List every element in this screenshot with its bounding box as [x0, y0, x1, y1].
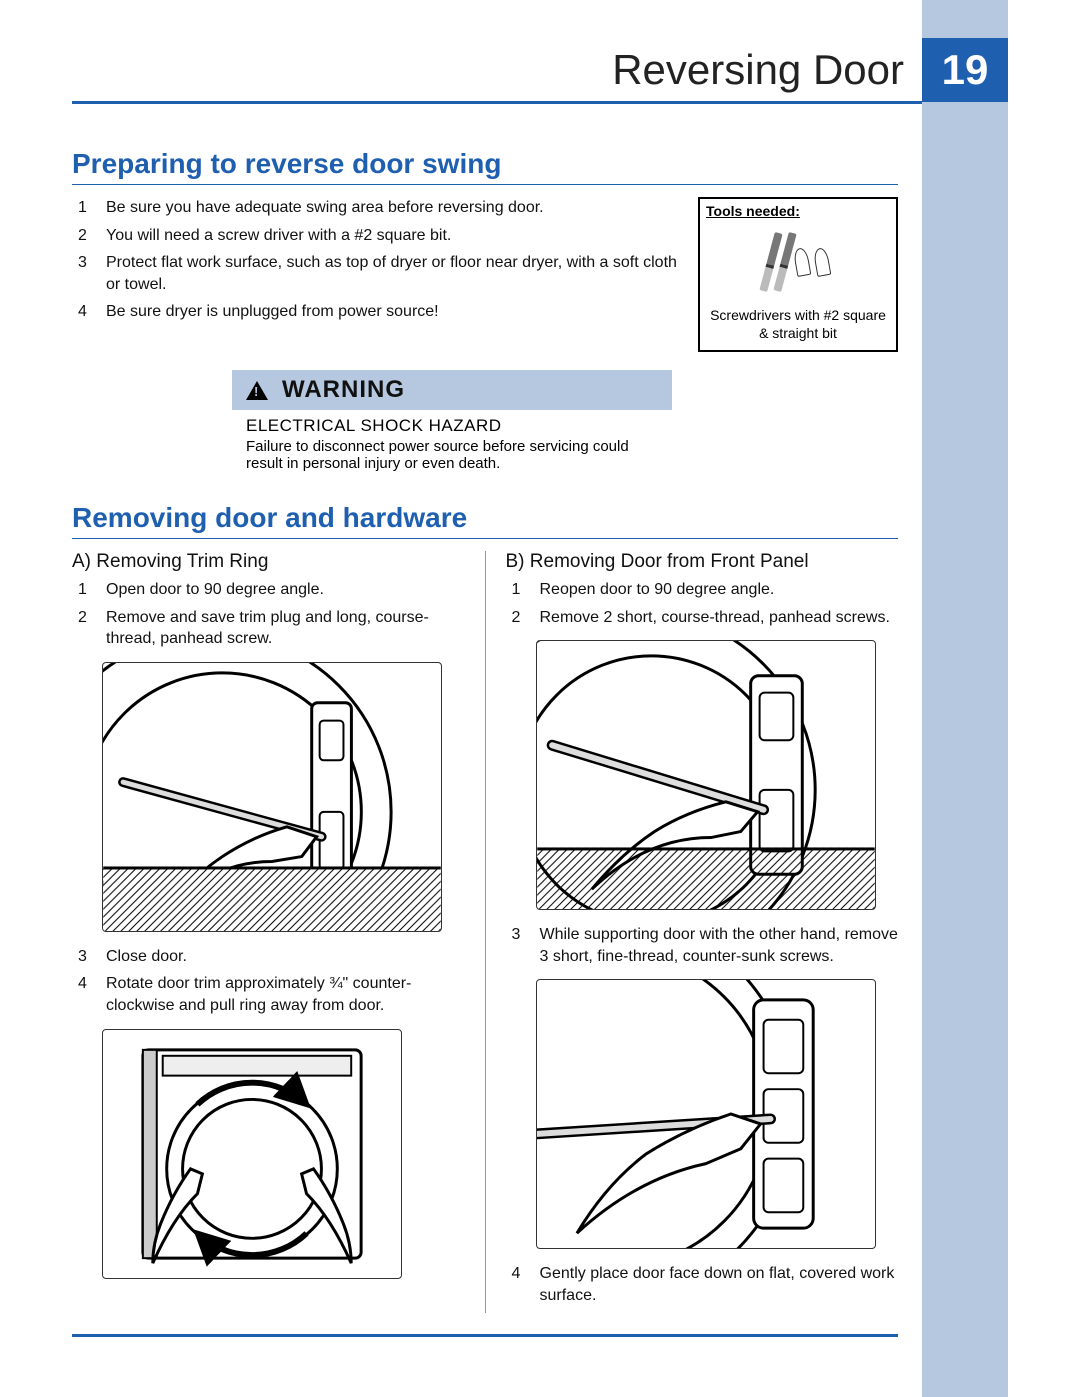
column-divider: [485, 551, 486, 1313]
warning-triangle-icon: [246, 381, 268, 400]
warning-header: WARNING: [232, 370, 672, 410]
col-b-heading: B) Removing Door from Front Panel: [506, 551, 899, 573]
tools-caption: Screwdrivers with #2 square & straight b…: [700, 303, 896, 350]
page-title: Reversing Door: [612, 46, 922, 94]
col-b-steps-1: 1Reopen door to 90 degree angle. 2Remove…: [506, 579, 899, 628]
illustration-rotate-trim: [102, 1029, 402, 1279]
list-item: 4Be sure dryer is unplugged from power s…: [102, 301, 678, 323]
page-content: Preparing to reverse door swing 1Be sure…: [72, 148, 898, 1313]
list-item: 2Remove and save trim plug and long, cou…: [102, 607, 465, 650]
list-item: 4Gently place door face down on flat, co…: [536, 1263, 899, 1306]
warning-body: ELECTRICAL SHOCK HAZARD Failure to disco…: [232, 410, 672, 480]
warning-subtitle: ELECTRICAL SHOCK HAZARD: [246, 416, 658, 436]
page-header: Reversing Door 19: [72, 38, 1008, 102]
list-item: 2Remove 2 short, course-thread, panhead …: [536, 607, 899, 629]
list-item: 3While supporting door with the other ha…: [536, 924, 899, 967]
col-b-steps-3: 4Gently place door face down on flat, co…: [506, 1263, 899, 1306]
warning-label: WARNING: [282, 376, 405, 404]
tools-needed-box: Tools needed: Screwdrivers with #2 squar…: [698, 197, 898, 352]
header-rule: [72, 101, 922, 104]
sidebar-band: [922, 0, 1008, 1397]
two-column-layout: A) Removing Trim Ring 1Open door to 90 d…: [72, 551, 898, 1313]
tools-title: Tools needed:: [700, 199, 896, 221]
warning-box: WARNING ELECTRICAL SHOCK HAZARD Failure …: [232, 370, 672, 480]
col-a-steps-1: 1Open door to 90 degree angle. 2Remove a…: [72, 579, 465, 650]
page-number: 19: [922, 38, 1008, 102]
list-item: 3Protect flat work surface, such as top …: [102, 252, 678, 295]
illustration-panhead-screws: [536, 640, 876, 910]
warning-text: Failure to disconnect power source befor…: [246, 438, 658, 472]
list-item: 4Rotate door trim approximately ¾" count…: [102, 973, 465, 1016]
bit-icon: [813, 247, 832, 277]
list-item: 1Be sure you have adequate swing area be…: [102, 197, 678, 219]
col-a-heading: A) Removing Trim Ring: [72, 551, 465, 573]
section-removing-heading: Removing door and hardware: [72, 502, 898, 539]
column-b: B) Removing Door from Front Panel 1Reope…: [506, 551, 899, 1313]
footer-rule: [72, 1334, 898, 1337]
list-item: 1Open door to 90 degree angle.: [102, 579, 465, 601]
col-b-steps-2: 3While supporting door with the other ha…: [506, 924, 899, 967]
illustration-countersunk-screws: [536, 979, 876, 1249]
illustration-trim-screw: [102, 662, 442, 932]
list-item: 2You will need a screw driver with a #2 …: [102, 225, 678, 247]
preparing-steps: 1Be sure you have adequate swing area be…: [72, 197, 678, 329]
section-preparing-heading: Preparing to reverse door swing: [72, 148, 898, 185]
list-item: 3Close door.: [102, 946, 465, 968]
column-a: A) Removing Trim Ring 1Open door to 90 d…: [72, 551, 465, 1313]
list-item: 1Reopen door to 90 degree angle.: [536, 579, 899, 601]
bit-icon: [793, 247, 812, 277]
tools-illustration: [700, 221, 896, 303]
manual-page: Reversing Door 19 Preparing to reverse d…: [72, 0, 1008, 1397]
preparing-row: 1Be sure you have adequate swing area be…: [72, 197, 898, 352]
col-a-steps-2: 3Close door. 4Rotate door trim approxima…: [72, 946, 465, 1017]
